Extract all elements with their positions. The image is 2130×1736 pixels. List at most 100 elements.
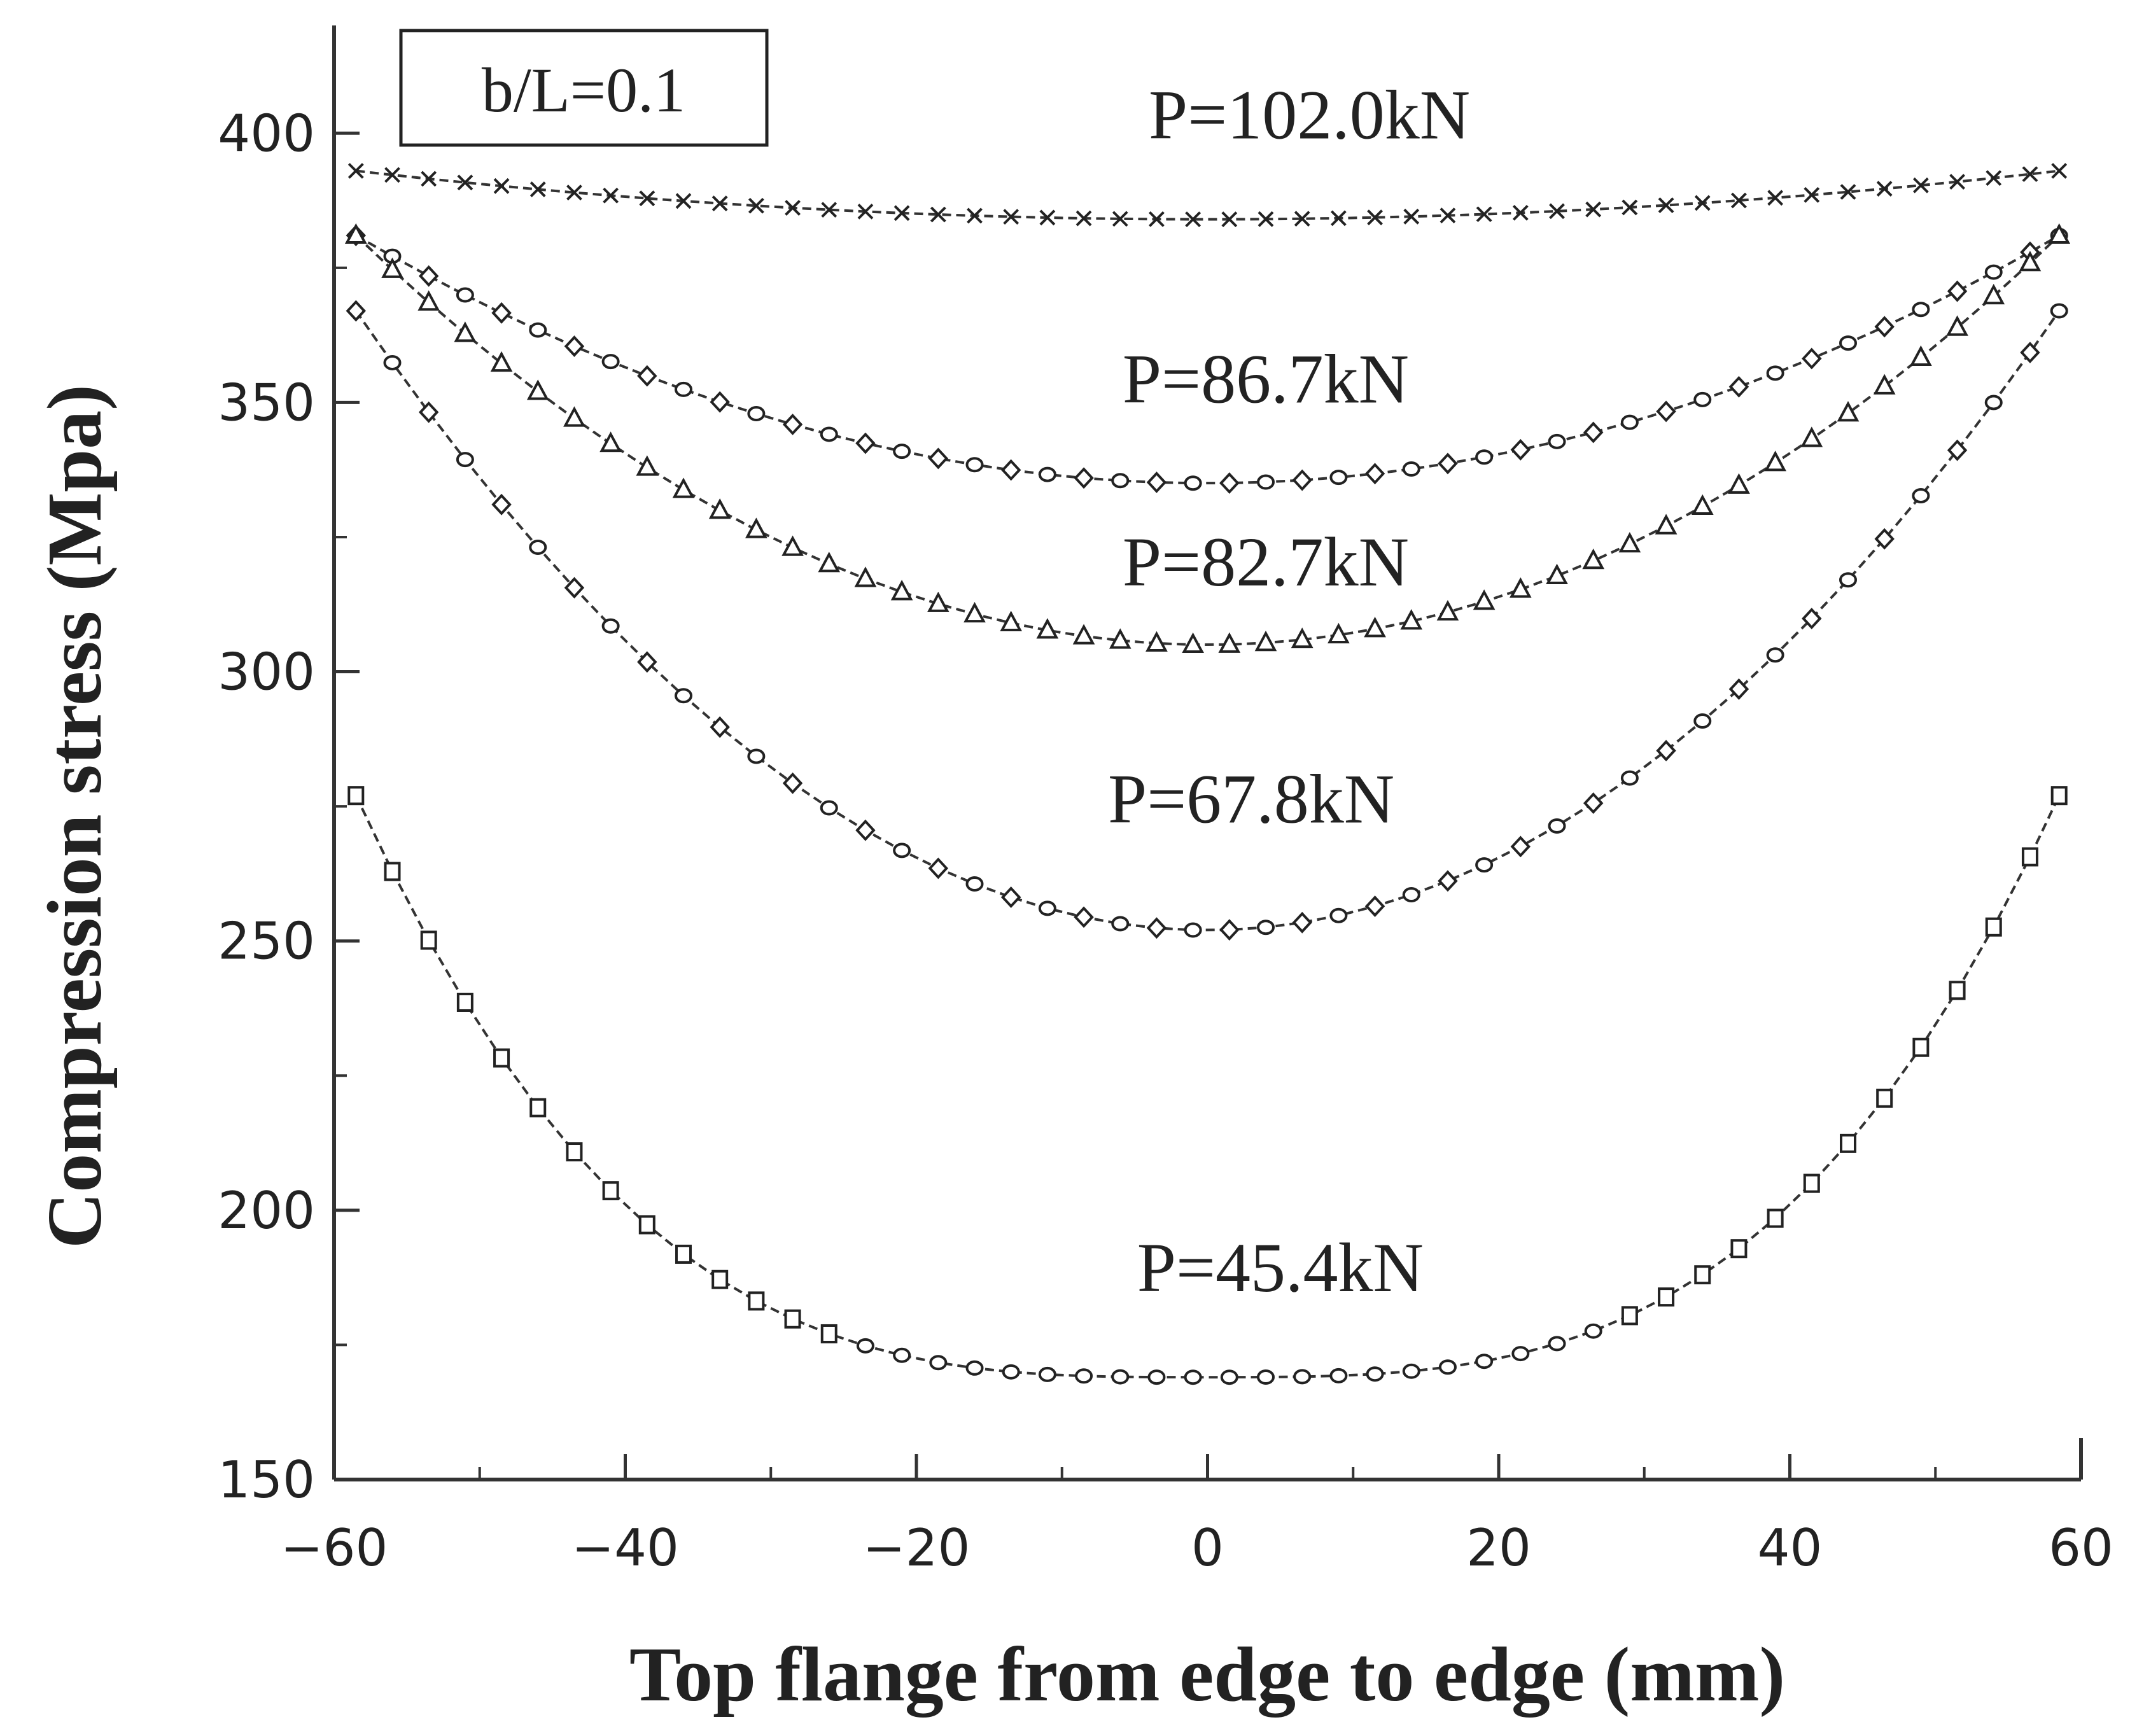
data-point [854,566,877,587]
data-point [1837,401,1860,422]
data-point [1147,1369,1166,1385]
data-point [2019,251,2042,272]
series-line [356,169,2059,221]
data-point [418,265,439,287]
data-point [1840,184,1856,200]
annotation-box: b/L=0.1 [399,29,769,147]
data-point [1802,347,1822,370]
data-point [1731,192,1747,209]
data-point [490,351,513,372]
data-point [1438,452,1458,475]
series-label: P=102.0kN [1149,76,1470,154]
data-point [1219,472,1240,494]
data-point [1691,494,1714,515]
data-point [1800,426,1823,447]
data-point [1436,599,1459,621]
data-point [929,1355,948,1371]
data-point [1693,391,1712,407]
data-point [420,930,437,950]
data-point [1292,469,1312,491]
data-point [1076,210,1092,227]
data-point [928,447,949,470]
y-tick-label: 300 [218,643,315,702]
data-point [529,540,547,556]
data-point [890,580,913,601]
data-point [1294,211,1310,227]
data-point [1075,1368,1093,1384]
data-point [1728,678,1749,700]
data-point [820,1324,837,1343]
data-point [2020,342,2040,363]
data-point [1585,201,1602,218]
data-point [1764,451,1786,472]
data-point [781,535,804,556]
data-point [456,992,473,1012]
data-point [1002,1364,1020,1380]
data-point [1402,1363,1420,1379]
data-point [1402,887,1420,903]
data-point [1620,770,1639,786]
data-point [1039,209,1056,226]
data-point [2050,786,2068,806]
data-point [456,452,474,468]
data-point [381,257,403,278]
data-point [675,688,692,704]
data-point [1549,203,1565,220]
data-point [1112,211,1128,227]
x-axis-title: Top flange from edge to edge (mm) [629,1632,1785,1718]
data-point [1038,900,1056,916]
data-point [675,1244,692,1264]
y-tick-label: 200 [218,1181,315,1240]
data-point [1658,1287,1675,1307]
data-point [748,1291,765,1311]
x-tick-label: 0 [1191,1518,1224,1578]
data-point [1184,1369,1202,1385]
data-point [1949,174,1965,190]
data-point [927,591,949,612]
data-point [602,1181,619,1201]
data-point [1000,610,1023,631]
data-point [1912,177,1929,193]
data-point [1109,628,1132,649]
data-point [965,876,984,892]
data-point [710,391,730,413]
data-point [1257,920,1275,935]
data-point [1656,739,1676,762]
data-point [1221,211,1238,228]
data-point [1364,895,1385,918]
data-point [1218,632,1241,653]
data-point [491,302,512,324]
data-point [818,551,841,573]
data-point [675,193,692,209]
data-point [418,401,439,423]
annotation-frame [399,29,769,147]
data-point [637,651,657,673]
data-point [347,163,364,179]
data-point [1658,197,1674,213]
data-point [639,190,655,207]
data-point [1254,631,1277,652]
data-point [344,223,367,244]
data-point [1185,211,1202,228]
data-point [1367,209,1383,226]
data-point [965,1360,984,1376]
data-point [1146,631,1168,652]
data-point [599,431,622,452]
data-point [637,365,657,387]
data-point [2050,303,2068,319]
data-point [1475,449,1494,465]
data-point [1986,170,2002,186]
data-point [893,205,910,221]
data-point [454,321,477,342]
data-point [1257,474,1275,490]
series-line [354,795,2061,1379]
data-point [1876,181,1893,197]
data-point [1111,916,1130,932]
data-point [456,287,474,303]
data-point [963,601,986,623]
y-axis-title: Compression stress (Mpa) [32,384,118,1249]
data-point [1802,608,1822,629]
data-point [493,1048,510,1068]
data-point [785,200,801,216]
data-point [856,1338,874,1354]
